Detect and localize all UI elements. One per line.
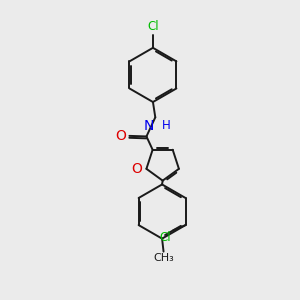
Text: N: N — [143, 119, 154, 134]
Text: Cl: Cl — [159, 231, 171, 244]
Text: O: O — [115, 129, 126, 143]
Text: Cl: Cl — [147, 20, 159, 32]
Text: H: H — [162, 119, 170, 132]
Text: CH₃: CH₃ — [153, 253, 174, 263]
Text: O: O — [131, 162, 142, 176]
